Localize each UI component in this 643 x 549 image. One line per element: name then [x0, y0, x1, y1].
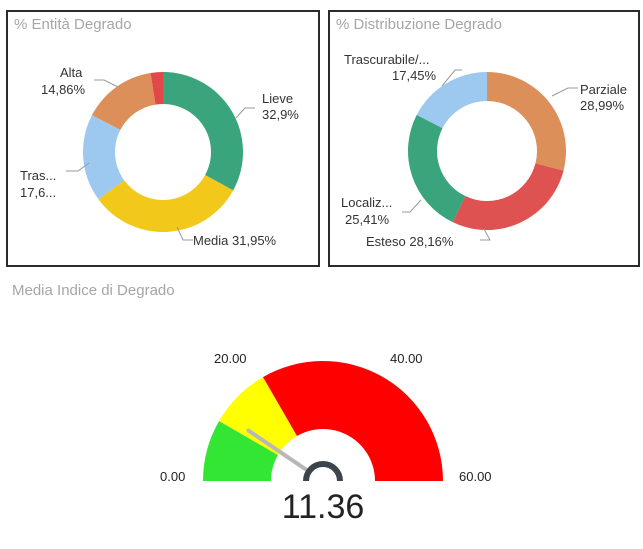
leader-line-trascurabile — [441, 69, 462, 87]
gauge-value: 11.36 — [282, 488, 365, 526]
chart-title: % Entità Degrado — [14, 16, 132, 33]
slice-label-esteso: Esteso 28,16% — [366, 234, 454, 249]
leader-line-lieve — [235, 107, 255, 119]
donut-slice-trascurabile[interactable] — [82, 115, 125, 200]
slice-value-trascurabile: 17,45% — [392, 68, 437, 83]
donut-slice-slice-4[interactable] — [150, 72, 163, 105]
leader-line-esteso — [480, 228, 491, 241]
gauge-tick-label-40: 40.00 — [390, 351, 423, 366]
gauge-min-label: 0.00 — [160, 469, 185, 484]
slice-value-alta: 14,86% — [41, 82, 86, 97]
slice-value-tras: 17,6... — [20, 185, 56, 200]
slice-value-lieve: 32,9% — [262, 107, 299, 122]
leader-line-alta — [94, 79, 119, 88]
gauge-needle — [246, 428, 309, 472]
donut-slice-media[interactable] — [98, 175, 234, 233]
donut-chart-distribuzione: Parziale 28,99% Esteso 28,16% Localiz...… — [341, 52, 627, 249]
slice-label-parziale: Parziale — [580, 82, 627, 97]
donut-slice-esteso[interactable] — [452, 163, 564, 231]
slice-label-alta: Alta — [60, 65, 83, 80]
gauge-band-2 — [263, 361, 443, 481]
leader-line-parziale — [551, 87, 578, 97]
donut-chart-entita: Lieve 32,9% Media 31,95% Tras... 17,6...… — [20, 65, 299, 248]
gauge-band-0 — [203, 421, 278, 481]
donut-slice-localiz[interactable] — [408, 114, 466, 223]
slice-label-tras: Tras... — [20, 168, 56, 183]
gauge-tick-label-20: 20.00 — [214, 351, 247, 366]
leader-line-tras — [66, 162, 90, 172]
gauge-title: Media Indice di Degrado — [12, 282, 175, 299]
donut-slice-alta[interactable] — [91, 72, 156, 130]
slice-label-media: Media 31,95% — [193, 233, 277, 248]
slice-value-parziale: 28,99% — [580, 98, 625, 113]
gauge-hub — [303, 461, 343, 482]
donut-slice-trascurabile[interactable] — [416, 72, 487, 129]
gauge-band-1 — [219, 377, 297, 455]
slice-label-localiz: Localiz... — [341, 195, 392, 210]
slice-value-localiz: 25,41% — [345, 212, 390, 227]
donut-slice-lieve[interactable] — [163, 72, 244, 191]
donut-slice-parziale[interactable] — [487, 72, 567, 171]
slice-label-trascurabile: Trascurabile/... — [344, 52, 430, 67]
gauge-max-label: 60.00 — [459, 469, 492, 484]
gauge-chart: 0.00 60.00 20.00 40.00 11.36 — [160, 351, 492, 526]
leader-line-media — [176, 226, 193, 241]
slice-label-lieve: Lieve — [262, 91, 293, 106]
leader-line-localiz — [402, 199, 422, 213]
chart-title: % Distribuzione Degrado — [336, 16, 502, 33]
